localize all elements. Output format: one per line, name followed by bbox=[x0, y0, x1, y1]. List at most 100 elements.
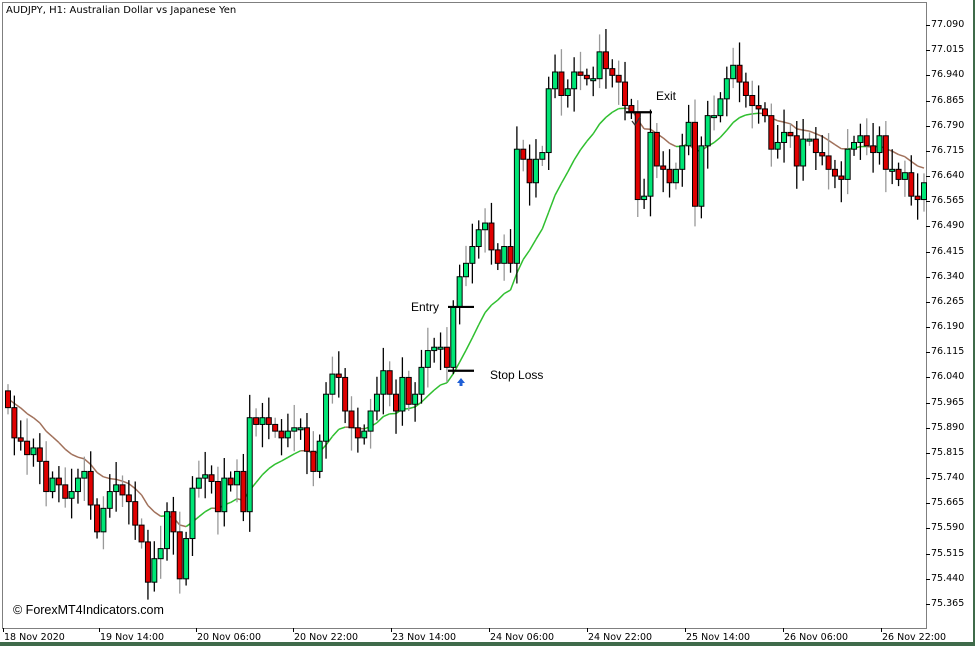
moving-average-segment bbox=[509, 272, 518, 291]
moving-average-segment bbox=[669, 142, 677, 148]
time-tick bbox=[99, 628, 100, 632]
price-tick-label: 76.265 bbox=[931, 295, 965, 307]
bullish-candle bbox=[189, 487, 196, 540]
bearish-candle bbox=[488, 222, 495, 251]
bullish-candle bbox=[113, 484, 120, 493]
price-tick-label: 75.890 bbox=[931, 421, 965, 433]
bullish-candle bbox=[284, 430, 291, 439]
moving-average-segment bbox=[440, 382, 448, 386]
time-tick-label: 25 Nov 14:00 bbox=[686, 632, 751, 643]
moving-average-segment bbox=[904, 156, 912, 163]
bullish-candle bbox=[539, 152, 546, 160]
bullish-candle bbox=[297, 427, 304, 431]
price-tick bbox=[926, 125, 930, 127]
bearish-candle bbox=[55, 477, 62, 486]
bullish-candle bbox=[781, 131, 788, 143]
moving-average-segment bbox=[83, 458, 92, 465]
bearish-candle bbox=[36, 447, 43, 462]
moving-average-segment bbox=[917, 165, 925, 169]
bullish-candle bbox=[685, 121, 692, 147]
bullish-candle bbox=[590, 78, 597, 82]
bearish-candle bbox=[393, 393, 400, 412]
moving-average-segment bbox=[293, 450, 301, 455]
moving-average-segment bbox=[599, 116, 607, 125]
moving-average-segment bbox=[230, 498, 238, 504]
bearish-candle bbox=[609, 68, 616, 76]
bullish-candle bbox=[157, 548, 164, 560]
price-tick-label: 76.715 bbox=[931, 144, 965, 156]
bullish-candle bbox=[183, 538, 190, 580]
moving-average-segment bbox=[433, 384, 442, 391]
bearish-candle bbox=[62, 484, 69, 499]
price-tick-label: 76.490 bbox=[931, 220, 965, 232]
time-tick-label: 20 Nov 06:00 bbox=[197, 632, 262, 643]
bearish-candle bbox=[176, 531, 183, 580]
bullish-candle bbox=[329, 373, 336, 395]
moving-average-segment bbox=[789, 123, 798, 130]
time-tick bbox=[685, 628, 686, 632]
moving-average-segment bbox=[427, 389, 435, 397]
bullish-candle bbox=[717, 98, 724, 117]
time-tick bbox=[587, 628, 588, 632]
moving-average-segment bbox=[567, 159, 575, 173]
bullish-candle bbox=[469, 246, 476, 264]
bullish-candle bbox=[532, 158, 539, 184]
price-tick-label: 76.415 bbox=[931, 245, 965, 257]
moving-average-segment bbox=[828, 139, 836, 146]
entry-label: Entry bbox=[411, 300, 440, 314]
bearish-candle bbox=[761, 108, 768, 117]
moving-average-segment bbox=[122, 480, 130, 485]
moving-average-segment bbox=[26, 412, 34, 419]
moving-average-segment bbox=[815, 133, 823, 138]
moving-average-segment bbox=[783, 121, 791, 125]
moving-average-segment bbox=[586, 133, 594, 142]
moving-average-segment bbox=[478, 312, 486, 326]
price-tick bbox=[926, 25, 930, 26]
time-tick bbox=[881, 628, 882, 632]
bullish-candle bbox=[647, 131, 654, 197]
price-tick bbox=[926, 301, 930, 303]
time-tick-label: 20 Nov 22:00 bbox=[294, 632, 359, 643]
bullish-candle bbox=[901, 172, 908, 180]
moving-average-segment bbox=[541, 211, 550, 230]
bearish-candle bbox=[666, 168, 673, 184]
price-tick bbox=[926, 150, 930, 152]
moving-average-segment bbox=[796, 128, 804, 131]
time-tick-label: 18 Nov 2020 bbox=[4, 632, 65, 643]
price-tick-label: 76.640 bbox=[931, 170, 965, 182]
moving-average-segment bbox=[109, 477, 117, 481]
moving-average-segment bbox=[662, 137, 671, 144]
bearish-candle bbox=[11, 407, 18, 439]
price-tick-label: 76.790 bbox=[931, 119, 965, 131]
bearish-candle bbox=[831, 168, 838, 177]
time-tick-label: 19 Nov 14:00 bbox=[100, 632, 165, 643]
moving-average-segment bbox=[446, 373, 454, 384]
bullish-candle bbox=[672, 168, 679, 184]
price-tick-label: 75.665 bbox=[931, 497, 965, 509]
moving-average-segment bbox=[281, 456, 289, 462]
chart-plot-area[interactable] bbox=[2, 2, 927, 629]
moving-average-segment bbox=[198, 511, 206, 518]
bullish-candle bbox=[68, 491, 75, 499]
bearish-candle bbox=[94, 504, 101, 533]
bullish-candle bbox=[49, 477, 56, 493]
price-tick bbox=[926, 377, 930, 379]
price-tick-label: 75.965 bbox=[931, 396, 965, 408]
price-tick-label: 76.565 bbox=[931, 195, 965, 207]
price-tick-label: 75.515 bbox=[931, 547, 965, 559]
bullish-candle bbox=[234, 470, 240, 486]
moving-average-segment bbox=[809, 130, 817, 135]
bullish-candle bbox=[151, 558, 158, 583]
bearish-candle bbox=[138, 524, 145, 543]
price-tick bbox=[926, 75, 930, 77]
price-tick-label: 77.015 bbox=[931, 44, 965, 56]
bearish-candle bbox=[863, 135, 870, 147]
bullish-candle bbox=[774, 141, 781, 150]
bearish-candle bbox=[342, 376, 349, 412]
time-tick bbox=[293, 628, 294, 632]
moving-average-segment bbox=[471, 324, 480, 339]
moving-average-segment bbox=[592, 123, 601, 135]
bearish-candle bbox=[405, 376, 412, 405]
moving-average-segment bbox=[128, 483, 136, 490]
